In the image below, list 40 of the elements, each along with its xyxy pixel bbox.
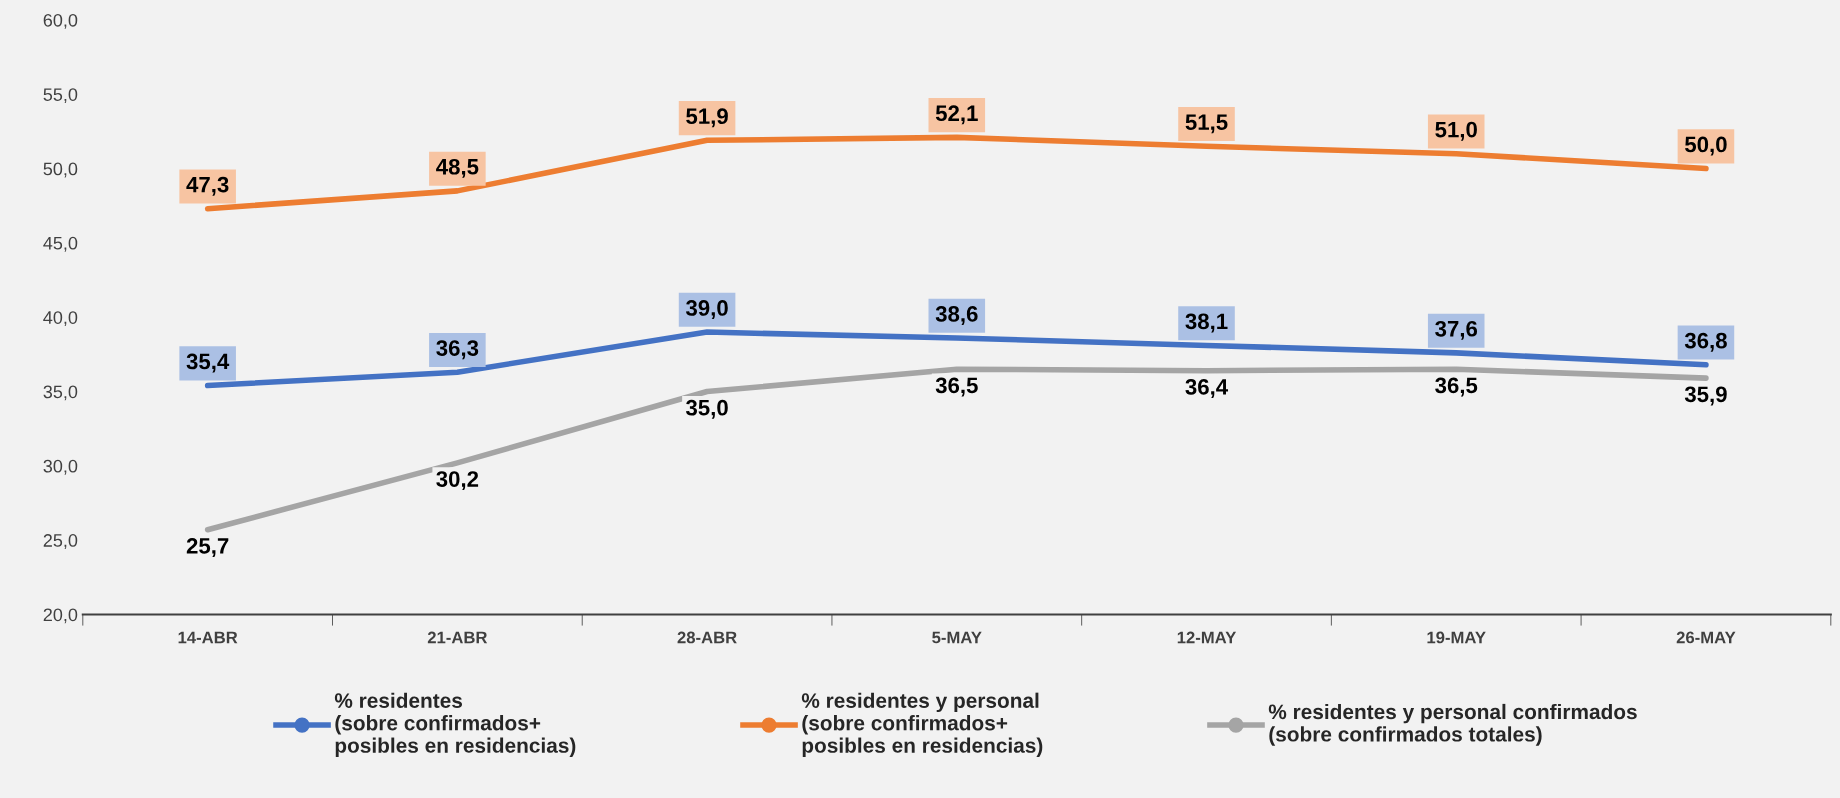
data-label: 50,0 <box>1685 136 1727 156</box>
legend-label: % residentes y personal confirmados (sobre confirmados totales) <box>1268 703 1637 746</box>
x-tick-label: 28-ABR <box>677 631 737 644</box>
data-label: 47,3 <box>186 176 229 196</box>
x-tick-label: 21-ABR <box>427 631 488 644</box>
data-label: 30,2 <box>436 471 479 491</box>
data-label: 36,8 <box>1684 332 1727 352</box>
y-tick-label: 55,0 <box>43 88 78 104</box>
data-label: 35,0 <box>685 399 728 419</box>
data-label: 52,1 <box>935 105 978 125</box>
data-label: 39,0 <box>685 300 728 320</box>
data-label: 51,0 <box>1435 121 1477 141</box>
x-tick-label: 12-MAY <box>1177 631 1237 644</box>
x-tick-label: 14-ABR <box>178 631 238 644</box>
x-tick-label: 5-MAY <box>932 631 982 644</box>
data-label: 38,1 <box>1185 313 1228 333</box>
y-tick-label: 50,0 <box>43 162 78 178</box>
data-label: 36,4 <box>1185 379 1229 398</box>
data-label: 37,6 <box>1435 320 1478 340</box>
data-label: 35,4 <box>186 353 230 373</box>
data-label: 36,5 <box>935 377 978 397</box>
y-tick-label: 20,0 <box>43 608 78 624</box>
legend-label: % residentes (sobre confirmados+ posibles en residencias) <box>334 692 576 757</box>
data-label: 51,9 <box>686 108 728 128</box>
x-tick-label: 19-MAY <box>1427 631 1486 644</box>
data-label: 25,7 <box>186 538 229 557</box>
y-tick-label: 40,0 <box>43 311 78 327</box>
data-label: 36,5 <box>1435 377 1478 397</box>
data-label: 51,5 <box>1185 114 1228 134</box>
x-tick-label: 26-MAY <box>1676 631 1736 644</box>
y-tick-label: 25,0 <box>43 534 78 549</box>
y-tick-label: 30,0 <box>43 459 78 475</box>
y-tick-label: 60,0 <box>43 13 78 29</box>
data-label: 48,5 <box>436 158 479 178</box>
data-label: 35,9 <box>1684 386 1727 406</box>
data-label: 38,6 <box>935 306 978 325</box>
y-tick-label: 45,0 <box>43 236 78 252</box>
data-label: 36,3 <box>436 340 479 360</box>
y-tick-label: 35,0 <box>43 385 78 401</box>
legend-label: % residentes y personal (sobre confirmados+ posibles en residencias) <box>801 692 1043 757</box>
